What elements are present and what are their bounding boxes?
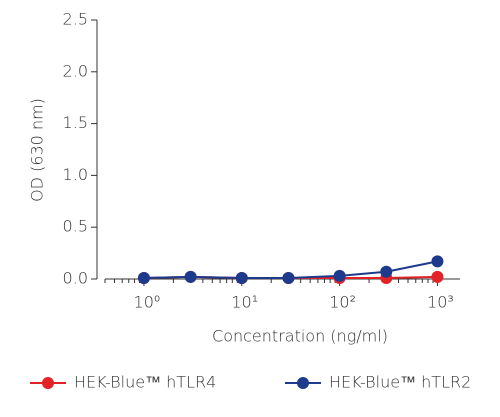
x-tick-label: 10⁰ xyxy=(134,293,161,312)
legend-label: HEK-Blue™ hTLR2 xyxy=(329,373,471,392)
y-tick-label: 0.0 xyxy=(63,269,88,288)
point xyxy=(333,269,346,282)
point xyxy=(431,270,444,283)
legend-marker xyxy=(297,377,309,389)
point xyxy=(431,255,444,268)
legend-marker xyxy=(42,377,54,389)
x-tick-label: 10³ xyxy=(427,293,454,312)
y-tick-label: 0.5 xyxy=(63,217,88,236)
point xyxy=(282,271,295,284)
y-tick-label: 2.5 xyxy=(63,10,88,29)
x-tick-label: 10² xyxy=(329,293,356,312)
x-axis-label: Concentration (ng/ml) xyxy=(212,327,388,346)
y-tick-label: 1.5 xyxy=(63,113,88,132)
point xyxy=(137,271,150,284)
y-axis-label: OD (630 nm) xyxy=(28,98,47,202)
point xyxy=(184,270,197,283)
y-tick-label: 2.0 xyxy=(63,61,88,80)
legend-label: HEK-Blue™ hTLR4 xyxy=(74,373,216,392)
point xyxy=(380,265,393,278)
y-tick-label: 1.0 xyxy=(63,165,88,184)
point xyxy=(235,271,248,284)
x-tick-label: 10¹ xyxy=(231,293,258,312)
